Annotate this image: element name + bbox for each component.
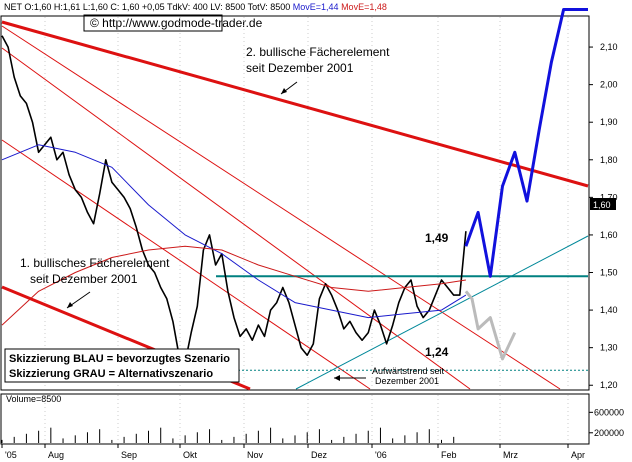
y-tick-label: 1,70 <box>600 192 618 202</box>
volume-label: Volume=8500 <box>6 394 61 404</box>
copyright-box <box>83 14 223 32</box>
x-tick-label: Okt <box>183 450 198 460</box>
y-tick-label: 1,90 <box>600 117 618 127</box>
series-scenario_blue <box>464 8 588 278</box>
fan1-sublabel: seit Dezember 2001 <box>30 272 138 286</box>
fan2-arrowhead <box>281 88 287 94</box>
channel-line-outer <box>1 139 371 390</box>
series-scenario_gray <box>464 290 517 361</box>
y-tick-label: 1,80 <box>600 155 618 165</box>
x-tick-label: Sep <box>121 450 137 460</box>
axes: 2,102,001,901,801,701,601,501,401,301,20… <box>1 42 624 460</box>
x-tick-label: Nov <box>247 450 264 460</box>
price-panel-frame <box>0 15 590 391</box>
fan1-label: 1. bullisches Fächerelement <box>20 256 170 270</box>
x-tick-label: Aug <box>48 450 64 460</box>
legend-blue-text: Skizzierung BLAU = bevorzugtes Szenario <box>9 353 230 365</box>
series <box>1 8 588 443</box>
fan2-upper-line <box>1 20 589 188</box>
levels <box>216 235 589 390</box>
trend-label: Aufwärtstrend seit <box>372 366 445 376</box>
last-price-value: 1,60 <box>593 200 611 210</box>
level-lower-label: 1,24 <box>425 345 449 359</box>
header-part-0: NET O:1,60 H:1,61 L:1,60 C: 1,60 +0,05 T… <box>4 2 290 12</box>
x-tick-label: Mrz <box>503 450 518 460</box>
y-tick-label: 1,50 <box>600 268 618 278</box>
ohlc-header: NET O:1,60 H:1,61 L:1,60 C: 1,60 +0,05 T… <box>4 2 387 12</box>
header-part-1: MovE=1,44 <box>290 2 338 12</box>
series-ma_short <box>1 144 467 319</box>
series-price <box>1 35 467 364</box>
series-ma_long <box>1 245 466 326</box>
level-upper-label: 1,49 <box>425 231 449 245</box>
trend-sublabel: Dezember 2001 <box>375 376 439 386</box>
last-price-badge <box>590 198 616 210</box>
header-part-2: MovE=1,48 <box>339 2 387 12</box>
trend-arrowhead <box>334 375 340 381</box>
x-tick-label: '06 <box>375 450 387 460</box>
channel-line-lower <box>1 25 561 390</box>
fan1-arrowhead <box>67 302 73 308</box>
uptrend-line <box>295 235 589 390</box>
y-tick-label: 1,20 <box>600 380 618 390</box>
channel-line-mid <box>1 47 471 390</box>
fan2-label: 2. bullische Fächerelement <box>246 45 390 59</box>
volume-panel-frame <box>0 393 590 445</box>
y-tick-label: 1,60 <box>600 230 618 240</box>
y-tick-label: 1,40 <box>600 305 618 315</box>
grid <box>44 17 569 443</box>
y-tick-label: 1,30 <box>600 343 618 353</box>
copyright-text: © http://www.godmode-trader.de <box>90 16 263 30</box>
x-tick-label: Dez <box>311 450 328 460</box>
volume-tick-label: 600000 <box>594 407 624 417</box>
volume-tick-label: 200000 <box>594 428 624 438</box>
y-tick-label: 2,10 <box>600 42 618 52</box>
x-tick-label: Apr <box>571 450 585 460</box>
scenario-legend-box <box>4 348 240 383</box>
x-tick-label: Feb <box>441 450 457 460</box>
legend-gray-text: Skizzierung GRAU = Alternativszenario <box>9 368 213 380</box>
y-tick-label: 2,00 <box>600 80 618 90</box>
x-tick-label: '05 <box>5 450 17 460</box>
fan2-sublabel: seit Dezember 2001 <box>246 61 354 75</box>
